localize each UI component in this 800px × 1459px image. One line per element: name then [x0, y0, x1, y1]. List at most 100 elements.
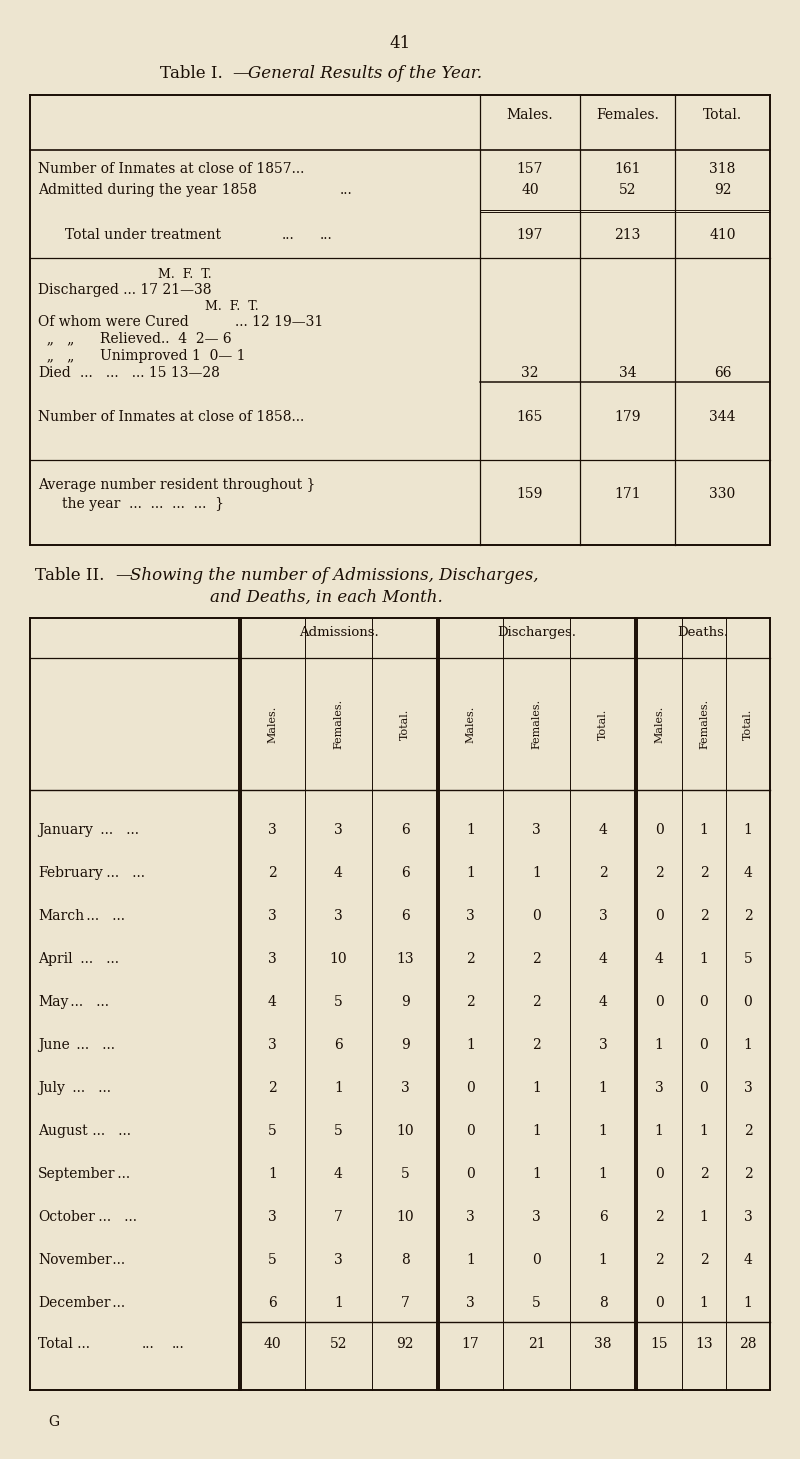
Text: February: February	[38, 867, 102, 880]
Text: Died: Died	[38, 366, 70, 379]
Text: 1: 1	[699, 1296, 709, 1310]
Text: 165: 165	[517, 410, 543, 425]
Text: 5: 5	[268, 1253, 277, 1266]
Text: 2: 2	[466, 995, 475, 1010]
Text: ...   ...: ... ...	[96, 823, 139, 837]
Text: 5: 5	[334, 1123, 343, 1138]
Text: 28: 28	[739, 1336, 757, 1351]
Text: 3: 3	[268, 953, 277, 966]
Text: Total.: Total.	[703, 108, 742, 123]
Text: November: November	[38, 1253, 112, 1266]
Text: 13: 13	[695, 1336, 713, 1351]
Text: 1: 1	[743, 823, 753, 837]
Text: 0: 0	[466, 1123, 475, 1138]
Text: and Deaths, in each Month.: and Deaths, in each Month.	[210, 589, 442, 605]
Text: 0: 0	[700, 1081, 708, 1096]
Text: 1: 1	[699, 953, 709, 966]
Text: December: December	[38, 1296, 110, 1310]
Text: 1: 1	[743, 1296, 753, 1310]
Text: 1: 1	[699, 1123, 709, 1138]
Text: Average number resident throughout }: Average number resident throughout }	[38, 479, 315, 492]
Text: Males.: Males.	[267, 705, 278, 743]
Text: 2: 2	[268, 867, 277, 880]
Text: 344: 344	[710, 410, 736, 425]
Text: 2: 2	[744, 1167, 752, 1180]
Text: ...   ...: ... ...	[72, 1037, 115, 1052]
Text: 1: 1	[268, 1167, 277, 1180]
Text: 1: 1	[466, 867, 475, 880]
Text: —: —	[232, 66, 249, 82]
Text: 52: 52	[330, 1336, 347, 1351]
Text: 4: 4	[598, 995, 607, 1010]
Text: Females.: Females.	[699, 699, 709, 748]
Text: 1: 1	[598, 1253, 607, 1266]
Text: 2: 2	[532, 1037, 541, 1052]
Text: 1: 1	[532, 1167, 541, 1180]
Text: 52: 52	[618, 182, 636, 197]
Text: able II.: able II.	[45, 568, 104, 584]
Text: Showing the number of Admissions, Discharges,: Showing the number of Admissions, Discha…	[130, 568, 538, 584]
Text: „   „: „ „	[38, 333, 74, 346]
Text: 213: 213	[614, 228, 641, 242]
Text: the year  ...  ...  ...  ...  }: the year ... ... ... ... }	[62, 498, 224, 511]
Text: 0: 0	[700, 995, 708, 1010]
Text: 2: 2	[700, 1253, 708, 1266]
Text: 0: 0	[532, 1253, 541, 1266]
Text: ...: ...	[340, 182, 353, 197]
Text: General Results of the Year.: General Results of the Year.	[248, 66, 482, 82]
Text: ...   ...: ... ...	[102, 867, 145, 880]
Text: 4: 4	[743, 1253, 753, 1266]
Text: 41: 41	[390, 35, 410, 53]
Text: ...   ...: ... ...	[88, 1123, 131, 1138]
Text: 3: 3	[334, 1253, 343, 1266]
Text: ... 12 19—31: ... 12 19—31	[235, 315, 323, 328]
Text: 1: 1	[598, 1081, 607, 1096]
Text: T: T	[35, 568, 46, 584]
Text: 3: 3	[532, 823, 541, 837]
Text: 4: 4	[598, 823, 607, 837]
Text: Total.: Total.	[400, 709, 410, 740]
Text: 2: 2	[532, 953, 541, 966]
Text: April: April	[38, 953, 73, 966]
Text: 3: 3	[466, 1210, 475, 1224]
Text: ...: ...	[282, 228, 294, 242]
Text: 6: 6	[401, 867, 410, 880]
Text: ...   ...: ... ...	[82, 909, 125, 924]
Text: Males.: Males.	[466, 705, 475, 743]
Text: 38: 38	[594, 1336, 612, 1351]
Text: January: January	[38, 823, 93, 837]
Text: 32: 32	[522, 366, 538, 379]
Text: 66: 66	[714, 366, 731, 379]
Text: 330: 330	[710, 487, 736, 502]
Text: 157: 157	[517, 162, 543, 177]
Text: 15: 15	[650, 1336, 668, 1351]
Text: 0: 0	[654, 823, 663, 837]
Text: 4: 4	[268, 995, 277, 1010]
Text: 6: 6	[334, 1037, 343, 1052]
Text: Total under treatment: Total under treatment	[65, 228, 221, 242]
Text: 1: 1	[532, 1123, 541, 1138]
Text: 0: 0	[532, 909, 541, 924]
Text: Females.: Females.	[531, 699, 542, 748]
Text: ...: ...	[108, 1253, 125, 1266]
Text: Number of Inmates at close of 1857...: Number of Inmates at close of 1857...	[38, 162, 304, 177]
Text: 1: 1	[532, 867, 541, 880]
Text: 4: 4	[334, 1167, 343, 1180]
Text: 3: 3	[334, 823, 343, 837]
Text: September: September	[38, 1167, 115, 1180]
Text: 0: 0	[654, 909, 663, 924]
Text: 2: 2	[654, 867, 663, 880]
Text: 5: 5	[532, 1296, 541, 1310]
Text: ...: ...	[142, 1336, 154, 1351]
Text: 8: 8	[598, 1296, 607, 1310]
Text: 3: 3	[268, 823, 277, 837]
Text: 2: 2	[532, 995, 541, 1010]
Text: able I.: able I.	[170, 66, 222, 82]
Text: 2: 2	[744, 909, 752, 924]
Text: M.  F.  T.: M. F. T.	[205, 301, 258, 314]
Text: 1: 1	[743, 1037, 753, 1052]
Text: 7: 7	[401, 1296, 410, 1310]
Text: 2: 2	[654, 1253, 663, 1266]
Text: 2: 2	[654, 1210, 663, 1224]
Text: 8: 8	[401, 1253, 410, 1266]
